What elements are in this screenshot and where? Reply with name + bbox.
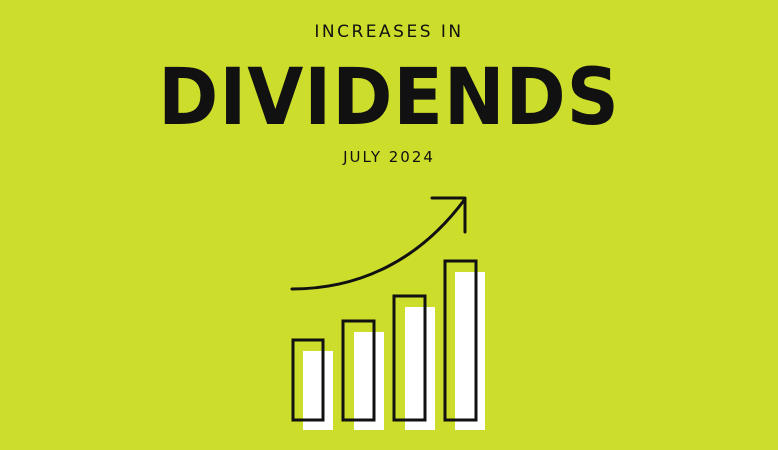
arrow-head-icon	[430, 196, 467, 234]
date-text: JULY 2024	[343, 148, 435, 166]
bar-outline-3	[392, 294, 427, 422]
arrow-curve	[290, 197, 467, 291]
page-title: DIVIDENDS	[158, 53, 620, 143]
bar-shadow-1	[303, 351, 333, 430]
bar-outline-2	[341, 319, 376, 422]
bar-shadow-2	[354, 332, 384, 430]
bar-shadow-4	[455, 272, 485, 430]
bar-shadow-3	[405, 307, 435, 430]
bar-outline-4	[443, 259, 478, 422]
bar-outline-1	[291, 338, 325, 422]
kicker-text: INCREASES IN	[314, 22, 464, 42]
